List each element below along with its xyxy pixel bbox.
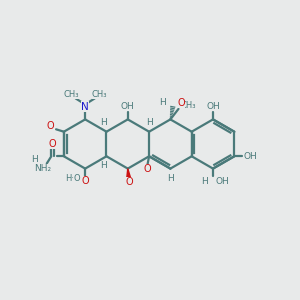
- Text: NH₂: NH₂: [34, 164, 51, 173]
- Text: CH₃: CH₃: [181, 101, 197, 110]
- Text: O: O: [125, 177, 133, 188]
- Text: OH: OH: [121, 102, 135, 111]
- Text: H: H: [100, 118, 107, 127]
- Text: H: H: [32, 155, 38, 164]
- Text: O: O: [144, 164, 152, 174]
- Text: OH: OH: [206, 102, 220, 111]
- Text: CH₃: CH₃: [63, 90, 79, 99]
- Text: H: H: [100, 161, 107, 170]
- Text: O: O: [49, 139, 56, 149]
- Text: O: O: [81, 176, 89, 186]
- Text: OH: OH: [243, 152, 257, 161]
- Text: H·O: H·O: [65, 174, 80, 183]
- Text: H: H: [160, 98, 166, 107]
- Text: N: N: [81, 101, 89, 112]
- Text: H: H: [146, 118, 152, 127]
- Text: H: H: [167, 174, 174, 183]
- Text: H: H: [201, 177, 208, 186]
- Polygon shape: [127, 169, 130, 178]
- Text: CH₃: CH₃: [92, 90, 107, 99]
- Text: O: O: [177, 98, 185, 108]
- Text: OH: OH: [216, 177, 230, 186]
- Text: O: O: [46, 121, 54, 131]
